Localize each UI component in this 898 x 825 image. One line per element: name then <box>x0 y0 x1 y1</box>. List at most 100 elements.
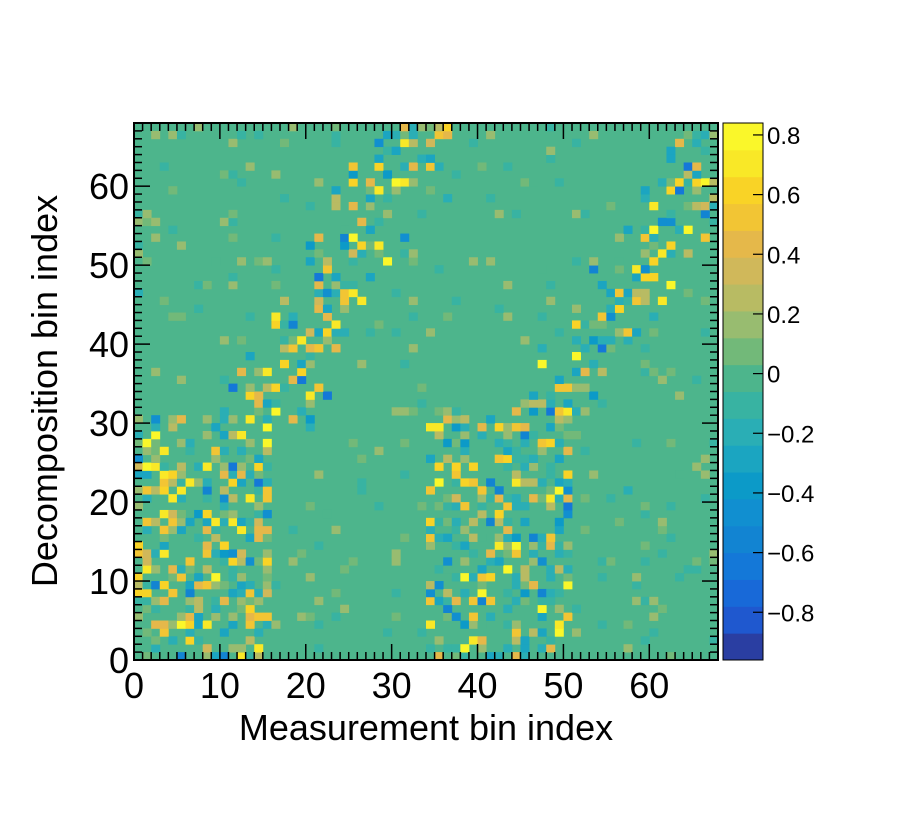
heatmap-cell <box>237 470 247 479</box>
heatmap-cell <box>228 383 238 392</box>
heatmap-cell <box>546 636 556 645</box>
heatmap-cell <box>657 178 667 187</box>
heatmap-cell <box>219 549 229 558</box>
heatmap-cell <box>348 438 358 448</box>
heatmap-cell <box>202 494 212 503</box>
heatmap-cell <box>271 399 281 408</box>
heatmap-cell <box>228 170 238 179</box>
heatmap-cell <box>649 225 659 234</box>
heatmap-cell <box>202 620 212 629</box>
heatmap-cell <box>142 565 152 574</box>
heatmap-cell <box>503 312 513 321</box>
heatmap-cell <box>477 644 487 653</box>
heatmap-cell <box>159 162 169 171</box>
heatmap-cell <box>374 446 384 456</box>
heatmap-cell <box>443 438 453 448</box>
heatmap-cell <box>511 573 521 582</box>
heatmap-cell <box>597 399 607 408</box>
heatmap-cell <box>400 233 410 242</box>
heatmap-cell <box>572 430 581 440</box>
heatmap-cell <box>477 486 487 495</box>
heatmap-cell <box>408 162 418 171</box>
heatmap-cell <box>151 423 161 432</box>
heatmap-cell <box>202 525 212 535</box>
heatmap-cell <box>159 509 169 519</box>
heatmap-cell <box>580 407 590 416</box>
heatmap-cell <box>529 557 539 566</box>
heatmap-cell <box>649 273 659 282</box>
heatmap-cell <box>451 478 461 487</box>
heatmap-cell <box>151 367 161 377</box>
heatmap-cell <box>709 178 719 187</box>
heatmap-cell <box>529 478 539 487</box>
heatmap-cell <box>434 502 444 511</box>
heatmap-cell <box>632 596 642 606</box>
heatmap-cell <box>503 430 513 440</box>
heatmap-cell <box>280 336 289 345</box>
heatmap-cell <box>546 280 556 290</box>
heatmap-cell <box>305 241 315 250</box>
heatmap-cell <box>142 462 152 471</box>
heatmap-cell <box>692 178 702 187</box>
heatmap-cell <box>546 533 556 542</box>
heatmap-cell <box>202 517 212 527</box>
heatmap-cell <box>460 446 470 456</box>
heatmap-cell <box>159 549 169 558</box>
heatmap-cell <box>194 123 204 132</box>
heatmap-cell <box>503 517 513 527</box>
heatmap-cell <box>142 581 152 590</box>
heatmap-cell <box>365 178 375 187</box>
heatmap-cell <box>546 423 556 432</box>
heatmap-cell <box>262 399 272 408</box>
heatmap-cell <box>477 636 487 645</box>
heatmap-cell <box>254 454 264 463</box>
heatmap-cell <box>408 249 418 258</box>
heatmap-cell <box>134 581 143 590</box>
heatmap-cell <box>443 604 453 614</box>
heatmap-cell <box>211 604 221 614</box>
heatmap-cell <box>322 336 332 345</box>
heatmap-cell <box>614 296 624 306</box>
heatmap-cell <box>546 502 556 511</box>
heatmap-cell <box>331 194 341 203</box>
heatmap-cell <box>254 367 264 377</box>
heatmap-cell <box>683 225 693 234</box>
heatmap-cell <box>262 620 272 629</box>
heatmap-cell <box>675 470 685 479</box>
heatmap-cell <box>614 265 624 274</box>
heatmap-cell <box>228 462 238 471</box>
heatmap-cell <box>417 123 427 132</box>
heatmap-cell <box>640 541 650 550</box>
heatmap-cell <box>211 549 221 558</box>
heatmap-cell <box>219 628 229 637</box>
heatmap-cell <box>211 446 221 456</box>
heatmap-cell <box>451 494 461 503</box>
colorbar-tick-label: 0 <box>767 362 780 389</box>
heatmap-cell <box>391 186 401 195</box>
heatmap-cell <box>322 509 332 519</box>
heatmap-cell <box>426 533 435 542</box>
heatmap-cell <box>563 509 573 519</box>
colorbar-labels: 0.8 0.6 0.4 0.2 0 −0.2 −0.4 −0.6 −0.8 <box>767 123 814 627</box>
heatmap-cell <box>477 509 487 519</box>
heatmap-cell <box>511 470 521 479</box>
y-tick-label: 30 <box>89 403 129 444</box>
heatmap-cell <box>228 470 238 479</box>
heatmap-cell <box>451 170 461 179</box>
heatmap-cell <box>314 644 324 653</box>
heatmap-cell <box>700 146 710 155</box>
heatmap-cell <box>331 344 341 353</box>
heatmap-cell <box>202 565 212 574</box>
heatmap-cell <box>271 383 281 392</box>
heatmap-cell <box>305 502 315 511</box>
heatmap-cell <box>640 636 650 645</box>
heatmap-cell <box>237 178 247 187</box>
colorbar-swatch <box>723 445 763 473</box>
heatmap-cell <box>219 517 229 527</box>
colorbar-tick-label: −0.6 <box>767 541 814 568</box>
heatmap-cell <box>297 336 307 345</box>
heatmap-cell <box>219 217 229 227</box>
heatmap-cell <box>426 644 435 653</box>
heatmap-cell <box>606 288 616 298</box>
heatmap-cell <box>692 186 702 195</box>
